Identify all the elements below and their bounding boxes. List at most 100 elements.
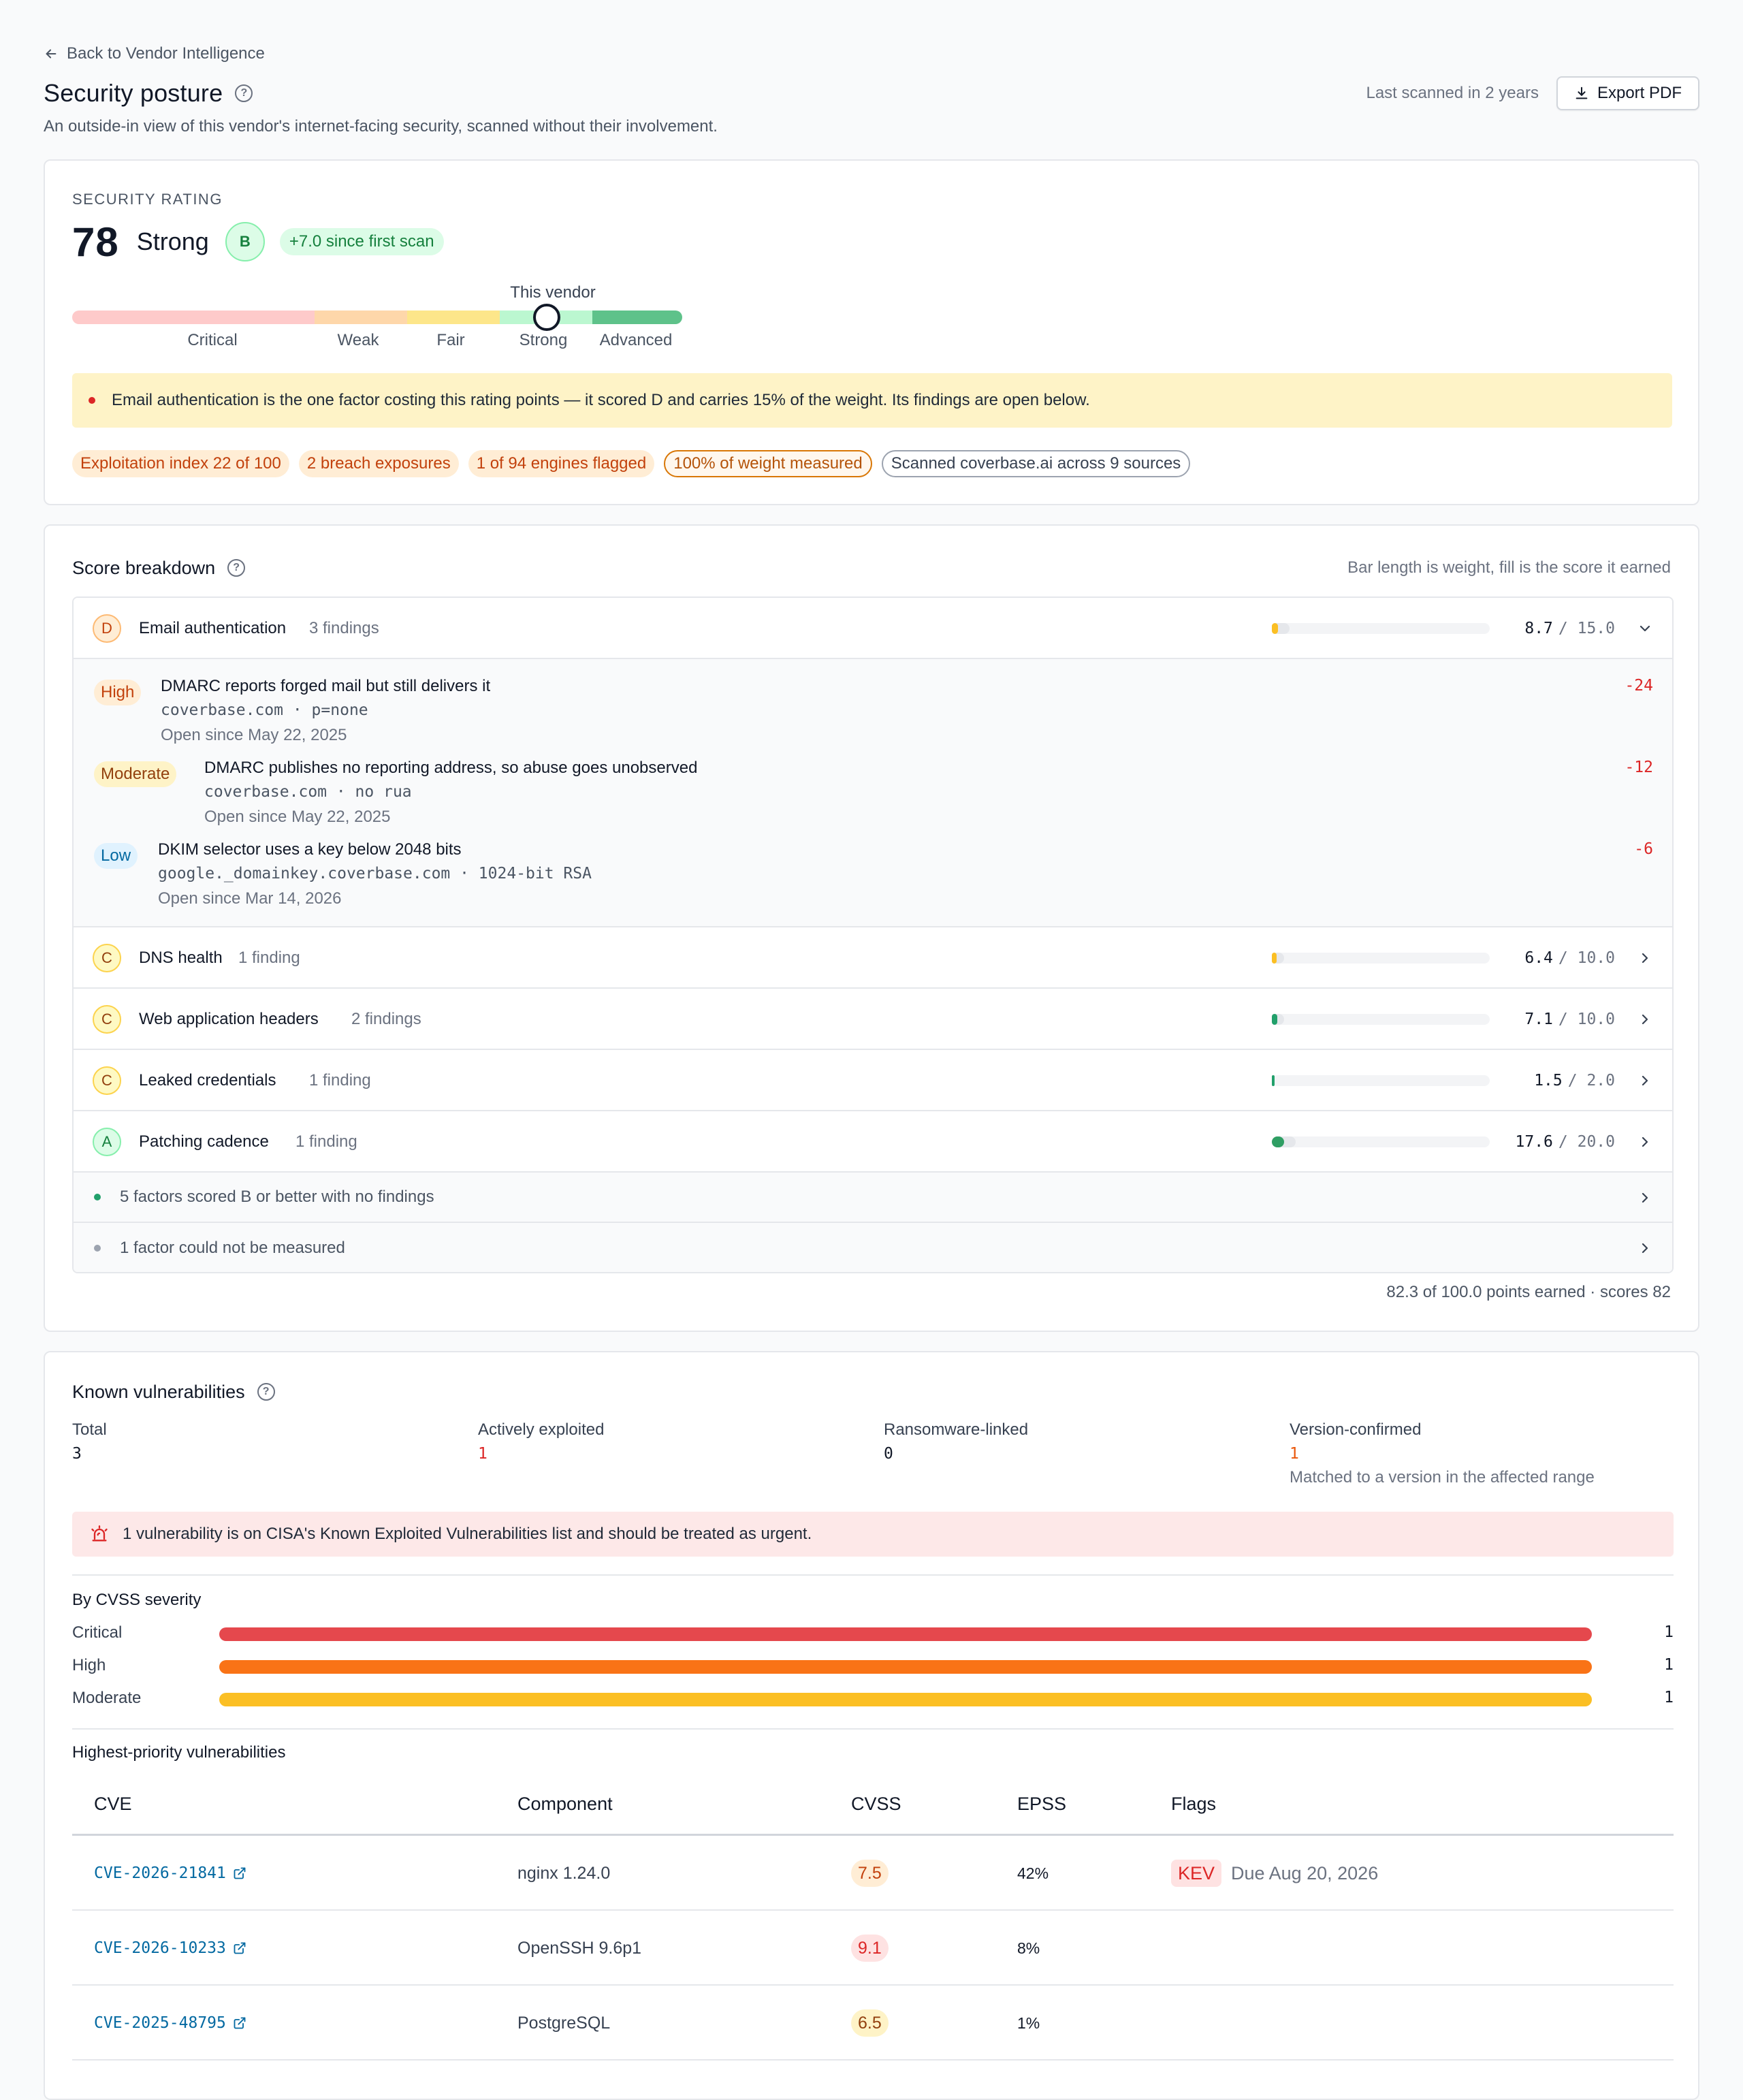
scale-label-advanced: Advanced xyxy=(599,331,673,349)
cvss-cell: 6.5 xyxy=(851,1986,889,2061)
factor-bar-track xyxy=(1272,1075,1490,1086)
download-icon xyxy=(1576,86,1588,99)
pill-breach-exposures[interactable]: 2 breach exposures xyxy=(298,450,459,477)
component-cell: OpenSSH 9.6p1 xyxy=(517,1938,642,1958)
factor-bar-track xyxy=(1272,953,1490,964)
pill-weight-measured[interactable]: 100% of weight measured xyxy=(664,450,872,477)
column-header-flags[interactable]: Flags xyxy=(1171,1793,1217,1814)
component-cell: nginx 1.24.0 xyxy=(517,1863,611,1883)
chevron-right-icon[interactable] xyxy=(1637,1240,1653,1256)
factor-row-patching-cadence[interactable]: A Patching cadence 1 finding 17.6 / 20.0 xyxy=(74,1111,1672,1173)
factor-row-leaked-credentials[interactable]: C Leaked credentials 1 finding 1.5 / 2.0 xyxy=(74,1050,1672,1111)
cve-id[interactable]: CVE-2026-10233 xyxy=(94,1939,226,1957)
chevron-down-icon[interactable] xyxy=(1637,620,1653,637)
kev-alert-text: 1 vulnerability is on CISA's Known Explo… xyxy=(123,1525,812,1543)
cve-id[interactable]: CVE-2025-48795 xyxy=(94,2014,226,2032)
stat-version-confirmed: Version-confirmed 1 Matched to a version… xyxy=(1290,1420,1595,1487)
chevron-right-icon[interactable] xyxy=(1637,1190,1653,1206)
pill-engines-flagged[interactable]: 1 of 94 engines flagged xyxy=(468,450,655,477)
stat-value: 1 xyxy=(478,1445,487,1463)
rating-callout: Email authentication is the one factor c… xyxy=(72,373,1672,428)
section-divider xyxy=(72,1728,1674,1730)
help-icon[interactable]: ? xyxy=(257,1383,275,1401)
summary-good-text: 5 factors scored B or better with no fin… xyxy=(120,1188,434,1206)
status-dot-icon xyxy=(94,1245,101,1252)
column-header-component[interactable]: Component xyxy=(517,1793,613,1814)
finding-detail: coverbase.com · p=none xyxy=(161,701,368,719)
factor-score-value: 17.6 xyxy=(1515,1133,1553,1151)
cve-cell: CVE-2026-10233 xyxy=(94,1911,246,1986)
external-link-icon xyxy=(234,2017,246,2029)
cvss-cell: 9.1 xyxy=(851,1911,889,1986)
finding-item[interactable]: Moderate DMARC publishes no reporting ad… xyxy=(94,759,1653,833)
summary-row-unmeasured[interactable]: 1 factor could not be measured xyxy=(74,1223,1672,1272)
factor-score-fill xyxy=(1272,953,1277,964)
cve-link[interactable]: CVE-2026-21841 xyxy=(94,1864,246,1882)
priority-vulns-title: Highest-priority vulnerabilities xyxy=(72,1743,286,1762)
factor-list: D Email authentication 3 findings 8.7 / … xyxy=(72,596,1674,1273)
column-header-cve[interactable]: CVE xyxy=(94,1793,132,1814)
kev-badge: KEV xyxy=(1171,1860,1222,1887)
cve-cell: CVE-2026-21841 xyxy=(94,1836,246,1911)
stat-total: Total 3 xyxy=(72,1420,107,1463)
back-link-label[interactable]: Back to Vendor Intelligence xyxy=(67,44,265,63)
stat-label: Actively exploited xyxy=(478,1420,605,1439)
factor-score: 17.6 / 20.0 xyxy=(1516,1111,1615,1173)
severity-bar-fill xyxy=(219,1693,1592,1706)
severity-bar-track xyxy=(219,1660,1592,1674)
scale-segment-weak xyxy=(315,311,407,324)
factor-row-dns-health[interactable]: C DNS health 1 finding 6.4 / 10.0 xyxy=(74,927,1672,989)
severity-row-critical: Critical 1 xyxy=(72,1623,1674,1644)
factor-score-fill xyxy=(1272,1136,1284,1147)
email-authentication-findings: High DMARC reports forged mail but still… xyxy=(74,659,1672,927)
epss-cell: 1% xyxy=(1017,2014,1040,2032)
pill-scan-sources[interactable]: Scanned coverbase.ai across 9 sources xyxy=(881,450,1191,477)
chevron-right-icon[interactable] xyxy=(1637,1072,1653,1089)
scale-label-strong: Strong xyxy=(519,331,568,349)
finding-title: DMARC publishes no reporting address, so… xyxy=(204,759,698,777)
cve-link[interactable]: CVE-2025-48795 xyxy=(94,2014,246,2032)
back-link[interactable]: Back to Vendor Intelligence xyxy=(44,44,265,64)
help-icon[interactable]: ? xyxy=(235,84,253,102)
factor-finding-count: 3 findings xyxy=(309,619,379,637)
known-vulnerabilities-title: Known vulnerabilities xyxy=(72,1381,245,1402)
factor-score: 6.4 / 10.0 xyxy=(1524,927,1615,989)
factor-grade-badge: A xyxy=(93,1128,121,1156)
alert-dot-icon xyxy=(89,397,95,404)
summary-unmeasured-text: 1 factor could not be measured xyxy=(120,1239,345,1257)
severity-badge-high: High xyxy=(94,680,142,705)
help-icon[interactable]: ? xyxy=(227,559,246,577)
column-header-cvss[interactable]: CVSS xyxy=(851,1793,901,1814)
score-breakdown-title: Score breakdown xyxy=(72,557,216,578)
rating-grade-badge: B xyxy=(225,222,265,261)
cve-id[interactable]: CVE-2026-21841 xyxy=(94,1864,226,1882)
column-header-epss[interactable]: EPSS xyxy=(1017,1793,1067,1814)
cvss-cell: 7.5 xyxy=(851,1836,889,1911)
finding-title: DMARC reports forged mail but still deli… xyxy=(161,677,491,695)
factor-grade-badge: C xyxy=(93,944,121,972)
chevron-right-icon[interactable] xyxy=(1637,1011,1653,1028)
factor-score-max: / 10.0 xyxy=(1558,1011,1615,1028)
section-divider xyxy=(72,1574,1674,1576)
finding-item[interactable]: Low DKIM selector uses a key below 2048 … xyxy=(94,840,1653,915)
factor-bar-track xyxy=(1272,1136,1490,1147)
factor-score-fill xyxy=(1272,1014,1277,1025)
factor-score: 8.7 / 15.0 xyxy=(1524,598,1615,659)
chevron-right-icon[interactable] xyxy=(1637,950,1653,966)
factor-score-value: 8.7 xyxy=(1524,620,1553,637)
cve-link[interactable]: CVE-2026-10233 xyxy=(94,1939,246,1957)
factor-finding-count: 1 finding xyxy=(295,1132,357,1151)
factor-finding-count: 2 findings xyxy=(351,1010,421,1028)
cve-cell: CVE-2025-48795 xyxy=(94,1986,246,2061)
finding-item[interactable]: High DMARC reports forged mail but still… xyxy=(94,677,1653,752)
factor-name: Web application headers xyxy=(139,1010,319,1028)
factor-row-web-application-headers[interactable]: C Web application headers 2 findings 7.1… xyxy=(74,989,1672,1050)
chevron-right-icon[interactable] xyxy=(1637,1134,1653,1150)
external-link-icon xyxy=(234,1867,246,1879)
export-pdf-button[interactable]: Export PDF xyxy=(1556,76,1699,110)
factor-row-email-authentication[interactable]: D Email authentication 3 findings 8.7 / … xyxy=(74,598,1672,659)
pill-exploitation-index[interactable]: Exploitation index 22 of 100 xyxy=(72,450,289,477)
cvss-score-chip: 7.5 xyxy=(851,1860,889,1887)
severity-row-label: Critical xyxy=(72,1623,123,1642)
summary-row-good-factors[interactable]: 5 factors scored B or better with no fin… xyxy=(74,1173,1672,1223)
